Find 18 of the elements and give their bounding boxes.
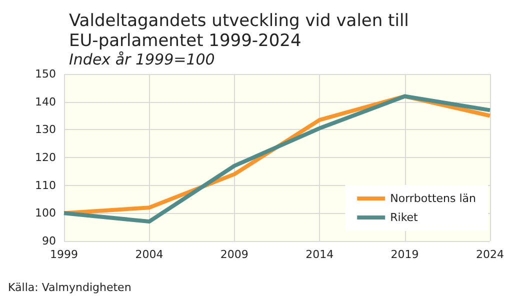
x-tick-label: 2024 bbox=[476, 248, 504, 261]
y-tick-label: 140 bbox=[35, 95, 56, 108]
chart-subtitle: Index år 1999=100 bbox=[69, 50, 215, 68]
chart-title: Valdeltagandets utveckling vid valen till EU-parlamentet 1999-2024 bbox=[69, 11, 414, 51]
text: Källa: Valmyndigheten bbox=[8, 281, 132, 294]
x-tick-label: 2004 bbox=[135, 248, 164, 261]
legend-label: Riket bbox=[390, 211, 419, 224]
x-tick-label: 2009 bbox=[220, 248, 248, 261]
legend-label: Norrbottens län bbox=[390, 192, 476, 205]
y-tick-label: 110 bbox=[35, 178, 56, 192]
y-tick-label: 100 bbox=[35, 206, 56, 220]
y-tick-label: 90 bbox=[42, 234, 56, 248]
x-tick-label: 1999 bbox=[50, 248, 78, 261]
x-tick-label: 2019 bbox=[390, 248, 419, 261]
x-tick-label: 2014 bbox=[306, 248, 334, 261]
y-tick-label: 150 bbox=[35, 68, 56, 80]
y-tick-label: 120 bbox=[35, 151, 56, 164]
y-tick-label: 130 bbox=[35, 123, 56, 136]
